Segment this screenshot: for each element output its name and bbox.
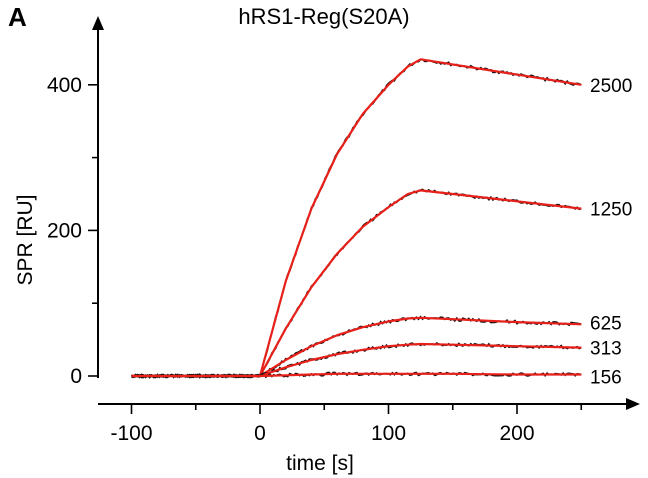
- y-tick-label: 200: [47, 219, 82, 242]
- x-axis-label: time [s]: [286, 452, 354, 475]
- axes: 0 200 400 -100 0 100 200 time [s] SPR [RU]: [14, 16, 640, 475]
- series-label: 625: [590, 313, 622, 334]
- x-axis-arrow: [626, 398, 640, 410]
- series-layer: [130, 58, 582, 379]
- y-axis-label: SPR [RU]: [14, 194, 37, 285]
- chart-title: hRS1-Reg(S20A): [238, 4, 410, 29]
- labels-layer: 2500 1250 625 313 156: [590, 76, 632, 389]
- series-data-trace: [130, 188, 582, 379]
- x-tick-label: -100: [110, 422, 152, 445]
- series-fit-line: [131, 189, 582, 378]
- series-label: 313: [590, 339, 622, 360]
- series-fit-line: [131, 342, 582, 378]
- x-tick-label: 200: [499, 422, 534, 445]
- series-fit-line: [131, 372, 582, 378]
- x-tick-label: 100: [371, 422, 406, 445]
- panel-letter: A: [8, 2, 27, 32]
- series-fit-line: [131, 58, 582, 378]
- series-label: 2500: [590, 76, 632, 97]
- series-label: 156: [590, 368, 622, 389]
- series-fit-line: [131, 316, 582, 378]
- x-tick-label: 0: [254, 422, 266, 445]
- y-tick-label: 0: [70, 365, 82, 388]
- series-label: 1250: [590, 200, 632, 221]
- y-axis-arrow: [92, 16, 104, 30]
- y-tick-label: 400: [47, 74, 82, 97]
